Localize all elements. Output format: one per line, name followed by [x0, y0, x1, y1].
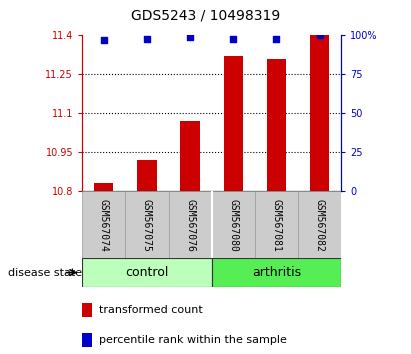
Point [230, 36, 237, 41]
Text: GSM567074: GSM567074 [99, 199, 109, 252]
Bar [255, 191, 298, 258]
Bar [125, 191, 169, 258]
Bar [212, 258, 341, 287]
Bar [82, 191, 125, 258]
Point [187, 34, 194, 40]
Text: arthritis: arthritis [252, 266, 301, 279]
Point [100, 37, 107, 43]
Text: GSM567082: GSM567082 [314, 199, 325, 252]
Bar [298, 191, 341, 258]
Text: GSM567076: GSM567076 [185, 199, 195, 252]
Bar [137, 160, 157, 191]
Text: transformed count: transformed count [99, 305, 202, 315]
Text: disease state: disease state [8, 268, 82, 278]
Bar [180, 121, 200, 191]
Bar [267, 59, 286, 191]
Point [273, 36, 279, 41]
Bar [169, 191, 212, 258]
Text: control: control [125, 266, 169, 279]
Text: GSM567081: GSM567081 [271, 199, 282, 252]
Point [316, 33, 323, 38]
Bar [82, 258, 212, 287]
Text: GSM567080: GSM567080 [228, 199, 238, 252]
Text: GSM567075: GSM567075 [142, 199, 152, 252]
Text: percentile rank within the sample: percentile rank within the sample [99, 335, 286, 345]
Bar [94, 183, 113, 191]
Bar [310, 35, 329, 191]
Point [144, 36, 150, 41]
Bar [212, 191, 255, 258]
Text: GDS5243 / 10498319: GDS5243 / 10498319 [131, 9, 280, 23]
Bar [224, 56, 243, 191]
